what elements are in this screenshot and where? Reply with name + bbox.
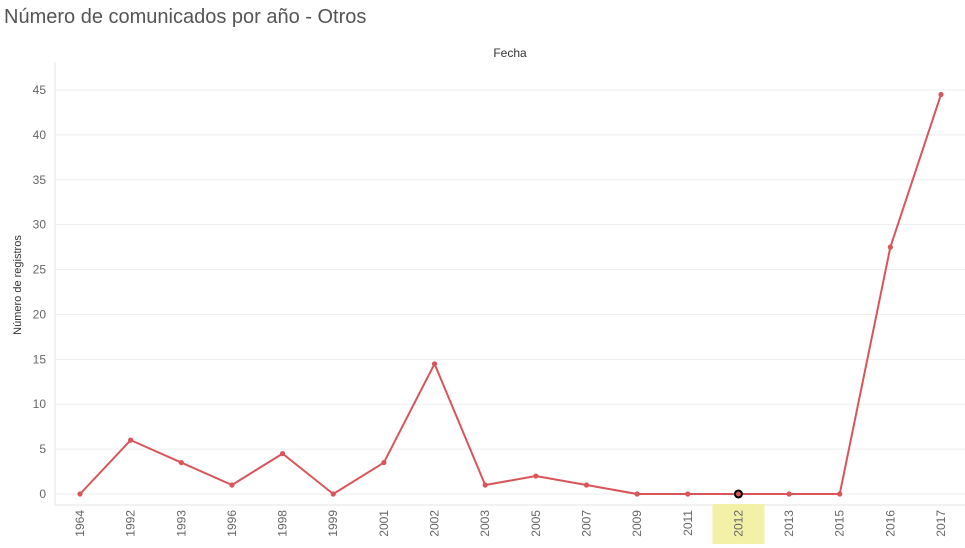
data-point bbox=[583, 482, 590, 488]
y-tick-label: 45 bbox=[33, 83, 47, 97]
data-point bbox=[178, 459, 184, 466]
highlight-band-rect bbox=[712, 504, 765, 544]
data-point bbox=[128, 437, 134, 443]
x-tick-label: 2007 bbox=[579, 510, 593, 537]
x-tick-label: 2001 bbox=[377, 510, 391, 537]
y-tick-label: 35 bbox=[33, 173, 47, 187]
x-tick-label: 2009 bbox=[630, 510, 644, 537]
data-point bbox=[837, 491, 843, 497]
x-tick-label: 2005 bbox=[529, 510, 543, 537]
data-point bbox=[279, 451, 286, 457]
x-tick-label: 2003 bbox=[478, 510, 492, 537]
series-lines bbox=[79, 94, 942, 495]
data-point bbox=[786, 491, 792, 497]
y-tick-label: 5 bbox=[39, 442, 46, 456]
data-point bbox=[229, 482, 235, 488]
series-line bbox=[79, 94, 942, 495]
data-point bbox=[482, 482, 488, 488]
data-point bbox=[381, 459, 387, 466]
chart-title: Número de comunicados por año - Otros bbox=[4, 6, 367, 28]
y-tick-label: 20 bbox=[33, 307, 47, 321]
x-tick-label: 2015 bbox=[833, 510, 847, 537]
gridlines bbox=[54, 62, 965, 506]
x-tick-label: 2012 bbox=[731, 510, 745, 537]
data-point-selected bbox=[733, 489, 743, 499]
data-point bbox=[634, 491, 640, 497]
data-point bbox=[887, 244, 893, 250]
y-tick-label: 15 bbox=[33, 352, 47, 366]
column-header: Fecha bbox=[493, 46, 527, 60]
x-tick-label: 1993 bbox=[174, 510, 188, 537]
x-tick-label: 1998 bbox=[276, 510, 290, 537]
y-tick-label: 40 bbox=[33, 128, 47, 142]
data-point bbox=[685, 491, 691, 497]
x-tick-label: 1999 bbox=[326, 510, 340, 537]
y-tick-label: 25 bbox=[33, 263, 47, 277]
x-tick-label: 2016 bbox=[883, 510, 897, 537]
y-tick-label: 0 bbox=[39, 487, 46, 501]
x-tick-label: 2017 bbox=[934, 510, 948, 537]
data-point bbox=[431, 361, 438, 367]
x-tick-label: 1992 bbox=[124, 510, 138, 537]
highlight-band bbox=[712, 504, 765, 544]
data-point bbox=[77, 491, 83, 497]
y-axis-ticks: 0 5 10 15 20 25 30 35 40 45 bbox=[33, 83, 47, 501]
x-axis-ticks: 1964 1992 1993 1996 1998 1999 2001 2002 2003 2005… bbox=[73, 510, 948, 537]
y-tick-label: 10 bbox=[33, 397, 47, 411]
data-point bbox=[938, 91, 944, 98]
x-tick-label: 2013 bbox=[782, 510, 796, 537]
data-point bbox=[330, 491, 336, 497]
x-tick-label: 2002 bbox=[428, 510, 442, 537]
x-tick-label: 1996 bbox=[225, 510, 239, 537]
data-point bbox=[533, 473, 539, 479]
series-points bbox=[77, 91, 944, 499]
y-tick-label: 30 bbox=[33, 218, 47, 232]
x-tick-label: 2011 bbox=[681, 510, 695, 536]
x-tick-label: 1964 bbox=[73, 510, 87, 537]
